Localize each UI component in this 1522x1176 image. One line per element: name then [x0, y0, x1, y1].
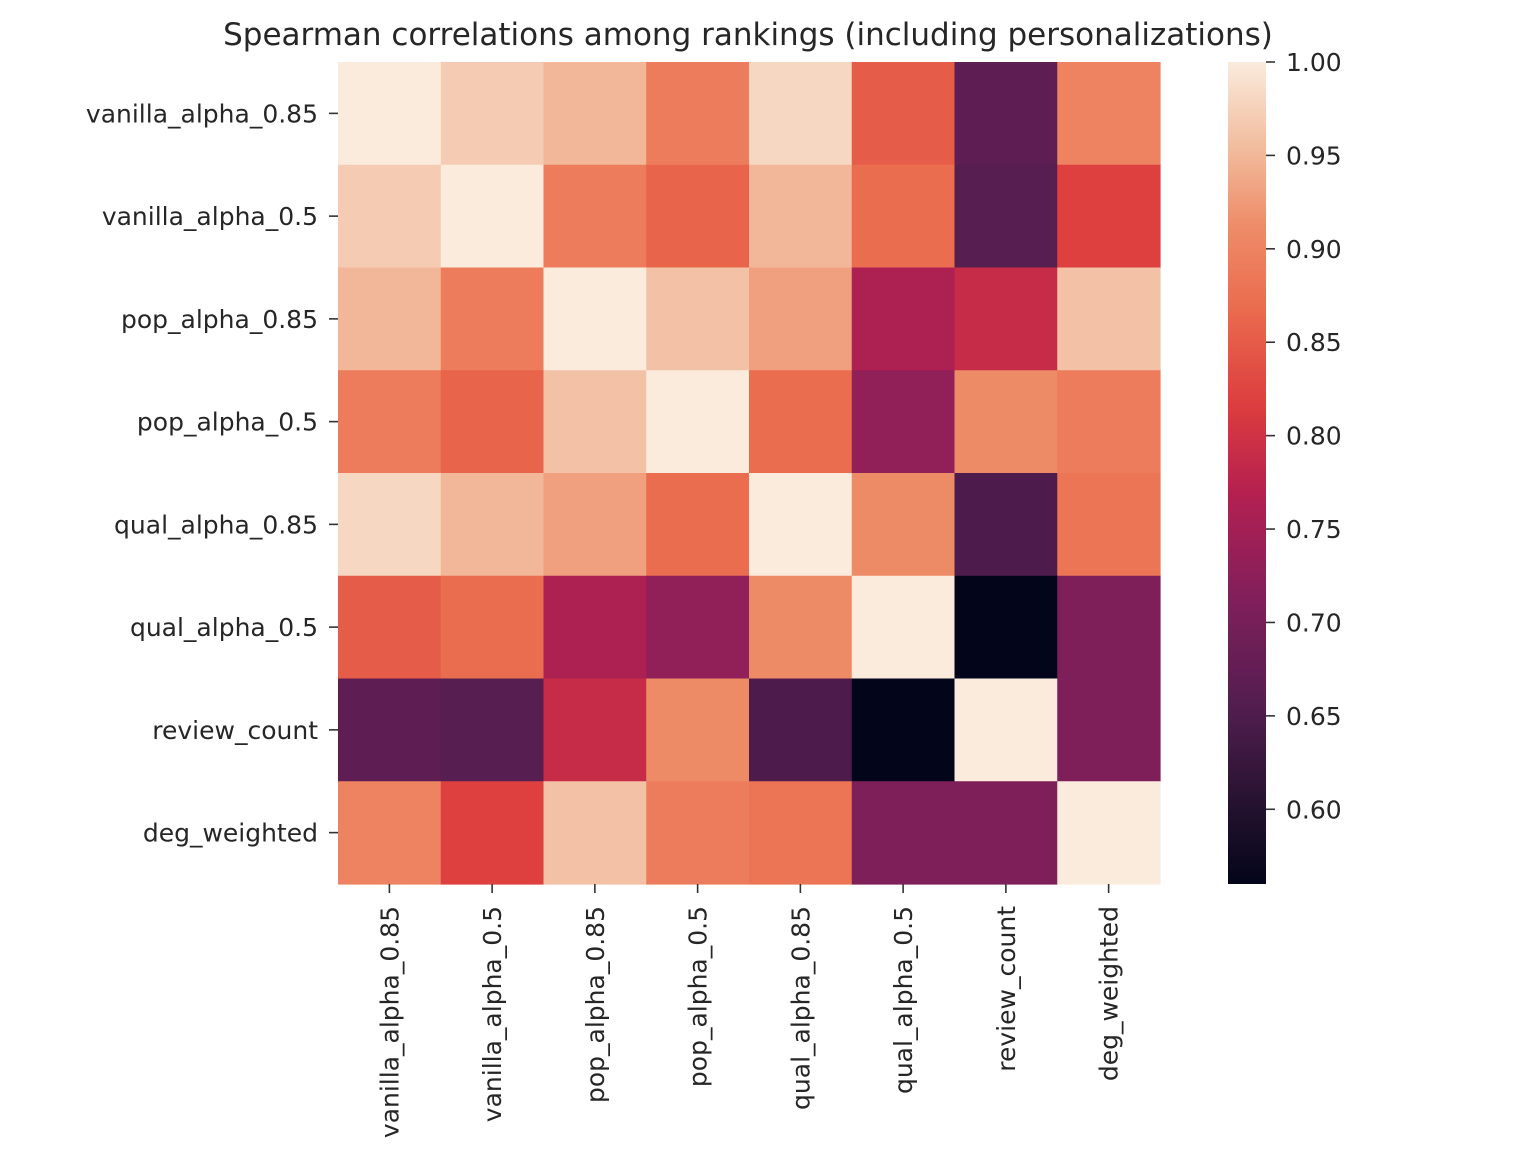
x-tick-label: qual_alpha_0.85	[786, 906, 815, 1110]
heatmap-cell-4-7	[1057, 473, 1161, 577]
heatmap-cell-1-1	[440, 164, 545, 269]
heatmap-cell-6-1	[440, 678, 545, 782]
heatmap-cell-4-0	[338, 473, 442, 577]
heatmap-cell-2-6	[954, 267, 1058, 371]
heatmap-cell-6-5	[851, 678, 956, 782]
heatmap-cell-0-3	[646, 62, 750, 166]
heatmap-cell-1-4	[749, 164, 853, 269]
y-tick-label: review_count	[152, 716, 318, 745]
heatmap-cell-6-4	[749, 678, 853, 782]
x-tick-label: pop_alpha_0.85	[581, 906, 610, 1103]
heatmap-cell-1-7	[1057, 164, 1161, 269]
heatmap-cell-2-0	[338, 267, 442, 371]
colorbar-tick-label: 0.60	[1286, 795, 1342, 824]
heatmap-cell-6-7	[1057, 678, 1161, 782]
heatmap-cell-6-6	[954, 678, 1058, 782]
heatmap-cell-4-4	[749, 473, 853, 577]
heatmap-cell-1-6	[954, 164, 1058, 269]
heatmap-cell-3-1	[440, 370, 545, 474]
colorbar-tick-label: 0.90	[1286, 235, 1342, 264]
y-tick-label: qual_alpha_0.5	[130, 613, 318, 642]
heatmap-cell-4-5	[851, 473, 956, 577]
heatmap-cell-7-0	[338, 781, 442, 885]
heatmap-cell-1-3	[646, 164, 750, 269]
colorbar-tick-label: 0.85	[1286, 328, 1342, 357]
heatmap-cell-0-7	[1057, 62, 1161, 166]
colorbar: 1.00 0.95 0.90 0.85 0.80 0.75 0.70 0.65 0.60	[1228, 48, 1342, 884]
x-tick-label: pop_alpha_0.5	[684, 906, 713, 1087]
y-tick-label: vanilla_alpha_0.5	[102, 202, 318, 231]
heatmap-cell-4-1	[440, 473, 545, 577]
heatmap-cell-7-4	[749, 781, 853, 885]
heatmap-cell-4-6	[954, 473, 1058, 577]
colorbar-tick-label: 0.65	[1286, 702, 1342, 731]
heatmap-cell-2-7	[1057, 267, 1161, 371]
heatmap-cell-2-2	[543, 267, 647, 371]
colorbar-tick-label: 0.95	[1286, 141, 1342, 170]
heatmap-cell-5-3	[646, 575, 750, 680]
heatmap-cell-2-4	[749, 267, 853, 371]
heatmap-cell-3-6	[954, 370, 1058, 474]
y-tick-label: deg_weighted	[143, 819, 318, 848]
heatmap-cell-7-7	[1057, 781, 1161, 885]
heatmap-cell-5-2	[543, 575, 647, 680]
heatmap-cell-5-7	[1057, 575, 1161, 680]
heatmap-cells	[338, 62, 1161, 885]
x-tick-label: deg_weighted	[1095, 906, 1124, 1081]
heatmap-cell-7-5	[851, 781, 956, 885]
y-axis-ticks: vanilla_alpha_0.85 vanilla_alpha_0.5 pop_a…	[86, 99, 338, 848]
colorbar-gradient	[1228, 62, 1266, 884]
heatmap-cell-5-5	[851, 575, 956, 680]
heatmap-cell-5-6	[954, 575, 1058, 680]
x-tick-label: vanilla_alpha_0.85	[375, 906, 404, 1138]
heatmap-cell-7-3	[646, 781, 750, 885]
heatmap-cell-6-0	[338, 678, 442, 782]
heatmap-cell-3-2	[543, 370, 647, 474]
heatmap-cell-5-4	[749, 575, 853, 680]
heatmap-cell-3-3	[646, 370, 750, 474]
heatmap-cell-0-4	[749, 62, 853, 166]
heatmap-cell-4-3	[646, 473, 750, 577]
heatmap-cell-3-4	[749, 370, 853, 474]
heatmap-cell-5-0	[338, 575, 442, 680]
colorbar-tick-label: 0.70	[1286, 608, 1342, 637]
heatmap-cell-3-5	[851, 370, 956, 474]
heatmap-cell-4-2	[543, 473, 647, 577]
heatmap-cell-2-3	[646, 267, 750, 371]
heatmap-cell-0-0	[338, 62, 442, 166]
y-tick-label: pop_alpha_0.85	[121, 305, 318, 334]
y-tick-label: pop_alpha_0.5	[137, 408, 318, 437]
heatmap-cell-2-1	[440, 267, 545, 371]
heatmap-cell-0-2	[543, 62, 647, 166]
heatmap-cell-6-3	[646, 678, 750, 782]
heatmap-cell-2-5	[851, 267, 956, 371]
heatmap-cell-6-2	[543, 678, 647, 782]
heatmap-cell-7-2	[543, 781, 647, 885]
heatmap-cell-7-1	[440, 781, 545, 885]
colorbar-tick-label: 1.00	[1286, 48, 1342, 77]
y-tick-label: vanilla_alpha_0.85	[86, 99, 318, 128]
heatmap-cell-1-2	[543, 164, 647, 269]
chart-title: Spearman correlations among rankings (in…	[223, 17, 1273, 53]
heatmap-cell-7-6	[954, 781, 1058, 885]
x-axis-ticks: vanilla_alpha_0.85 vanilla_alpha_0.5 pop_a…	[375, 884, 1124, 1138]
x-tick-label: qual_alpha_0.5	[889, 906, 918, 1094]
heatmap-cell-0-6	[954, 62, 1058, 166]
y-tick-label: qual_alpha_0.85	[114, 510, 318, 539]
heatmap-cell-5-1	[440, 575, 545, 680]
heatmap-cell-0-5	[851, 62, 956, 166]
colorbar-tick-label: 0.80	[1286, 422, 1342, 451]
x-tick-label: review_count	[992, 906, 1021, 1072]
heatmap-cell-0-1	[440, 62, 545, 166]
x-tick-label: vanilla_alpha_0.5	[478, 906, 507, 1122]
heatmap-cell-3-7	[1057, 370, 1161, 474]
heatmap-cell-1-0	[338, 164, 442, 269]
colorbar-tick-label: 0.75	[1286, 515, 1342, 544]
heatmap-cell-3-0	[338, 370, 442, 474]
heatmap-cell-1-5	[851, 164, 956, 269]
